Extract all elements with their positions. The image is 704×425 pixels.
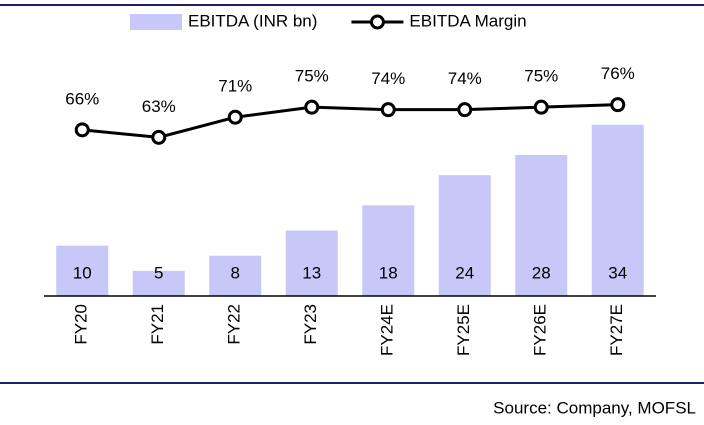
bar — [209, 255, 262, 296]
bar-label: 5 — [154, 263, 163, 282]
legend-marker — [369, 14, 385, 30]
line-label: 63% — [142, 97, 176, 116]
line-label: 74% — [448, 69, 482, 88]
line-label: 74% — [371, 69, 405, 88]
bar-label: 34 — [608, 263, 627, 282]
x-tick-label: FY21 — [148, 304, 167, 345]
x-tick-label: FY27E — [607, 304, 626, 356]
bar — [362, 205, 415, 296]
x-tick-label: FY20 — [72, 304, 91, 345]
line-marker — [151, 129, 167, 145]
line-label: 75% — [524, 67, 558, 86]
line-marker — [380, 102, 396, 118]
bar-label: 13 — [302, 263, 321, 282]
x-tick-label: FY22 — [225, 304, 244, 345]
line-marker — [304, 99, 320, 115]
line-marker — [457, 102, 473, 118]
legend-swatch — [130, 14, 182, 30]
bar — [132, 270, 185, 296]
line-label: 66% — [65, 89, 99, 108]
x-tick-label: FY25E — [454, 304, 473, 356]
bar — [56, 245, 109, 296]
line-label: 71% — [218, 77, 252, 96]
bar-label: 10 — [73, 263, 92, 282]
bar — [438, 175, 491, 296]
bar — [591, 124, 644, 297]
bar — [285, 230, 338, 296]
bar-label: 24 — [455, 263, 474, 282]
bar-label: 8 — [231, 263, 240, 282]
bar-label: 28 — [532, 263, 551, 282]
x-tick-label: FY23 — [301, 304, 320, 345]
bar — [515, 155, 568, 296]
line-label: 76% — [601, 64, 635, 83]
line-marker — [610, 97, 626, 113]
bar-label: 18 — [379, 263, 398, 282]
line — [82, 103, 618, 139]
legend-label: EBITDA Margin — [409, 11, 526, 30]
x-tick-label: FY26E — [531, 304, 550, 356]
x-tick-label: FY24E — [378, 304, 397, 356]
line-marker — [74, 122, 90, 138]
line-marker — [533, 99, 549, 115]
line-marker — [227, 109, 243, 125]
legend-label: EBITDA (INR bn) — [188, 11, 317, 30]
source: Source: Company, MOFSL — [493, 398, 696, 417]
line-label: 75% — [295, 67, 329, 86]
